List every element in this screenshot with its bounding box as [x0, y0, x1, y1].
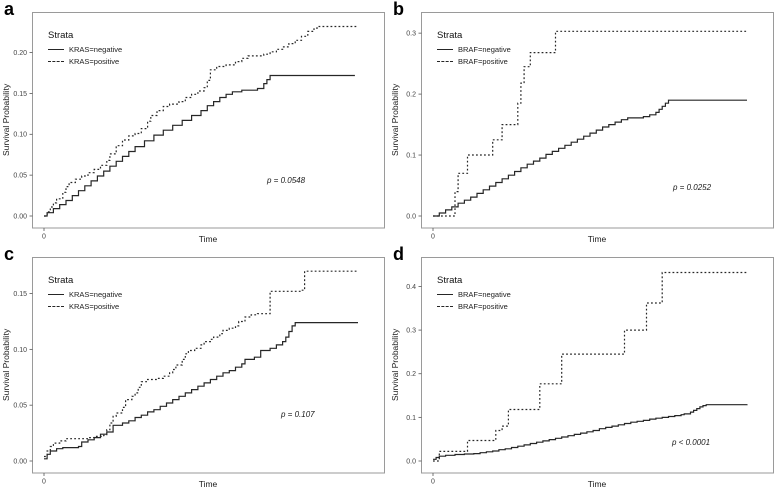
panel-c: 0.00 0.05 0.10 0.15 0 c Survival Probability… — [0, 245, 389, 490]
dashed-line-key-icon — [48, 61, 64, 62]
curve-braf-negative — [433, 99, 747, 217]
solid-line-key-icon — [48, 294, 64, 295]
y-tick-label: 0.05 — [13, 403, 27, 410]
legend-label: BRAF=negative — [458, 45, 511, 54]
x-tick-label: 0 — [431, 479, 435, 486]
p-value-annotation: p < 0.0001 — [672, 438, 711, 447]
legend-label: BRAF=positive — [458, 302, 508, 311]
y-axis-title: Survival Probability — [390, 83, 400, 157]
y-axis-title: Survival Probability — [1, 83, 11, 157]
legend-entry-negative: KRAS=negative — [48, 290, 122, 299]
legend-entry-positive: BRAF=positive — [437, 302, 511, 311]
legend-entry-positive: BRAF=positive — [437, 57, 511, 66]
x-tick-label: 0 — [431, 234, 435, 241]
curve-braf-negative — [433, 404, 748, 460]
legend-title: Strata — [437, 275, 463, 286]
y-tick-label: 0.2 — [406, 91, 416, 98]
legend-label: KRAS=positive — [69, 57, 120, 66]
y-tick-label: 0.00 — [13, 458, 27, 465]
y-tick-label: 0.00 — [13, 213, 27, 220]
y-tick-label: 0.0 — [406, 213, 416, 220]
solid-line-key-icon — [437, 49, 453, 50]
curve-braf-positive — [433, 30, 747, 217]
panel-b: 0.0 0.1 0.2 0.3 0 b Survival Probability Str… — [389, 0, 778, 245]
x-axis-title: Time — [587, 234, 607, 244]
curve-kras-negative — [44, 322, 358, 460]
curve-kras-positive — [44, 270, 358, 458]
curve-braf-positive — [433, 271, 747, 462]
y-tick-label: 0.05 — [13, 173, 27, 180]
legend-label: BRAF=positive — [458, 57, 508, 66]
panel-letter-a: a — [4, 0, 15, 19]
y-tick-label: 0.1 — [406, 152, 416, 159]
y-tick-label: 0.3 — [406, 327, 416, 334]
legend-label: KRAS=positive — [69, 302, 120, 311]
panel-letter-b: b — [393, 0, 404, 19]
y-axis-title: Survival Probability — [1, 328, 11, 402]
y-tick-label: 0.2 — [406, 371, 416, 378]
y-tick-label: 0.15 — [13, 291, 27, 298]
legend-entry-negative: BRAF=negative — [437, 45, 511, 54]
legend-title: Strata — [48, 30, 74, 41]
p-value-annotation: p = 0.107 — [281, 410, 315, 419]
legend: Strata BRAF=negative BRAF=positive — [437, 275, 511, 311]
survival-plot-a: 0.00 0.05 0.10 0.15 0.20 0 — [13, 12, 385, 241]
x-axis-title: Time — [587, 479, 607, 489]
curve-kras-negative — [44, 74, 355, 217]
y-tick-label: 0.10 — [13, 132, 27, 139]
x-axis-title: Time — [198, 234, 218, 244]
y-tick-label: 0.3 — [406, 31, 416, 38]
solid-line-key-icon — [437, 294, 453, 295]
panel-letter-d: d — [393, 244, 404, 264]
x-axis-title: Time — [198, 479, 218, 489]
x-tick-label: 0 — [42, 479, 46, 486]
solid-line-key-icon — [48, 49, 64, 50]
y-tick-label: 0.10 — [13, 347, 27, 354]
dashed-line-key-icon — [48, 306, 64, 307]
y-tick-label: 0.0 — [406, 458, 416, 465]
panel-d: 0.0 0.1 0.2 0.3 0.4 0 d Survival Probability … — [389, 245, 778, 490]
plot-border — [421, 257, 774, 474]
plot-border — [32, 12, 385, 229]
y-axis-title: Survival Probability — [390, 328, 400, 402]
p-value-annotation: p = 0.0548 — [267, 176, 306, 185]
legend-title: Strata — [48, 275, 74, 286]
legend-entry-positive: KRAS=positive — [48, 302, 122, 311]
plot-border — [32, 257, 385, 474]
y-tick-label: 0.4 — [406, 284, 416, 291]
dashed-line-key-icon — [437, 306, 453, 307]
y-tick-label: 0.1 — [406, 415, 416, 422]
panel-letter-c: c — [4, 244, 15, 264]
survival-plot-b: 0.0 0.1 0.2 0.3 0 — [406, 12, 774, 241]
legend-label: BRAF=negative — [458, 290, 511, 299]
legend: Strata KRAS=negative KRAS=positive — [48, 30, 122, 66]
survival-plot-d: 0.0 0.1 0.2 0.3 0.4 0 — [406, 257, 774, 486]
x-tick-label: 0 — [42, 234, 46, 241]
legend-entry-negative: KRAS=negative — [48, 45, 122, 54]
legend-title: Strata — [437, 30, 463, 41]
legend-entry-negative: BRAF=negative — [437, 290, 511, 299]
panel-a: 0.00 0.05 0.10 0.15 0.20 0 a Survival Probabi… — [0, 0, 389, 245]
plot-border — [421, 12, 774, 229]
legend: Strata BRAF=negative BRAF=positive — [437, 30, 511, 66]
legend-label: KRAS=negative — [69, 290, 123, 299]
p-value-annotation: p = 0.0252 — [673, 183, 712, 192]
y-tick-label: 0.15 — [13, 91, 27, 98]
survival-plot-c: 0.00 0.05 0.10 0.15 0 — [13, 257, 385, 486]
legend: Strata KRAS=negative KRAS=positive — [48, 275, 122, 311]
y-tick-label: 0.20 — [13, 50, 27, 57]
dashed-line-key-icon — [437, 61, 453, 62]
legend-label: KRAS=negative — [69, 45, 123, 54]
legend-entry-positive: KRAS=positive — [48, 57, 122, 66]
